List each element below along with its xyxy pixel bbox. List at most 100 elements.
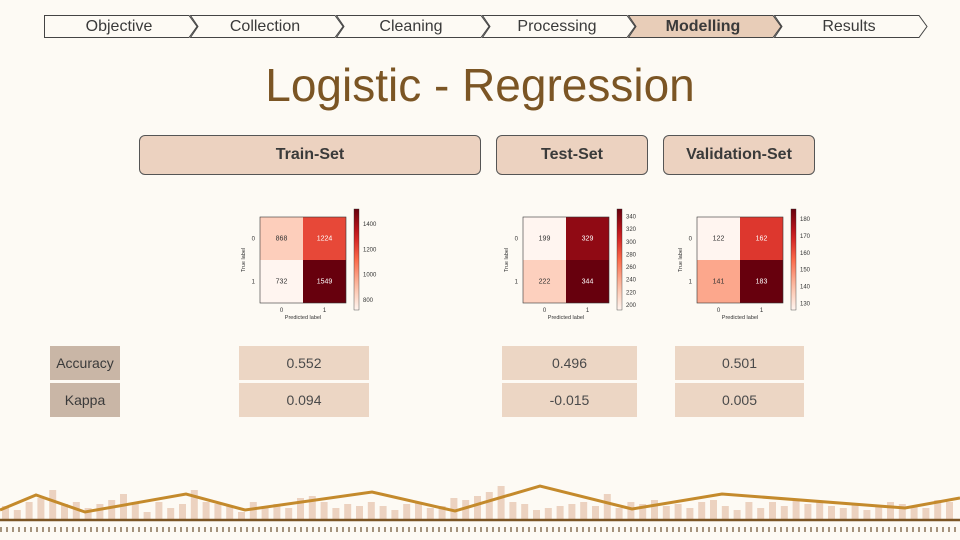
footer-bar [733, 510, 741, 520]
test-confusion-matrix: 199 329 222 344 0 1 0 1 Predicted label True labe… [497, 205, 647, 330]
validation-confusion-matrix: 122 162 141 183 0 1 0 1 Predicted label True labe… [671, 205, 821, 330]
footer-bar [698, 502, 706, 520]
footer-bar [603, 494, 611, 520]
footer-bar [875, 506, 883, 520]
test-accuracy-value: 0.496 [502, 346, 637, 380]
footer-bar [839, 508, 847, 520]
footer-bar [780, 506, 788, 520]
footer-bar [497, 486, 505, 520]
validation-kappa-value: 0.005 [675, 383, 804, 417]
footer-bar [379, 506, 387, 520]
colorbar [790, 208, 797, 311]
accuracy-label: Accuracy [50, 346, 120, 380]
y-tick-label: 1 [689, 280, 693, 286]
validation-accuracy-value: 0.501 [675, 346, 804, 380]
y-tick-label: 1 [515, 280, 519, 286]
footer-bar [143, 512, 151, 520]
footer-bar [485, 492, 493, 520]
step-cleaning[interactable]: Cleaning [336, 15, 496, 38]
footer-bar [120, 494, 127, 520]
footer-bar [615, 508, 623, 520]
step-processing[interactable]: Processing [482, 15, 642, 38]
footer-bar [863, 510, 871, 520]
footer-bar [226, 506, 234, 520]
footer-bar [61, 504, 68, 520]
matrix-cell [303, 217, 346, 260]
footer-bar [320, 502, 328, 520]
cell-value: 329 [582, 236, 594, 243]
footer-bar [249, 502, 257, 520]
footer-bar [367, 502, 375, 520]
x-axis-label: Predicted label [285, 315, 321, 321]
train-kappa-value: 0.094 [239, 383, 369, 417]
footer-bar [297, 498, 304, 520]
cell-value: 344 [582, 279, 594, 286]
train-set-header: Train-Set [139, 135, 481, 175]
footer-bar [332, 508, 340, 520]
colorbar-tick-label: 220 [626, 290, 637, 296]
footer-bar [37, 498, 45, 520]
footer-bar [2, 506, 9, 520]
colorbar-tick-label: 340 [626, 215, 637, 221]
cell-value: 1224 [317, 236, 333, 243]
y-tick-label: 0 [252, 237, 256, 243]
footer-bar [415, 502, 422, 520]
kappa-label: Kappa [50, 383, 120, 417]
footer-bar [946, 502, 953, 520]
colorbar-tick-label: 320 [626, 227, 637, 233]
footer-bar [108, 500, 116, 520]
footer-bar [721, 506, 729, 520]
footer-bar [922, 508, 930, 520]
step-label: Objective [85, 18, 153, 35]
footer-bar [592, 506, 599, 520]
colorbar-tick-label: 260 [626, 265, 637, 271]
colorbar-tick-label: 240 [626, 278, 637, 284]
colorbar-tick-label: 1200 [363, 247, 377, 253]
footer-bar [202, 502, 210, 520]
matrix-cell [697, 260, 740, 303]
colorbar-tick-label: 150 [800, 268, 811, 274]
cell-value: 122 [713, 236, 725, 243]
step-label: Processing [517, 18, 597, 35]
colorbar-tick-label: 130 [800, 301, 811, 307]
cell-value: 183 [756, 279, 768, 286]
footer-bar [344, 504, 352, 520]
footer-bar [474, 496, 481, 520]
step-results[interactable]: Results [774, 15, 934, 38]
footer-bar [662, 506, 670, 520]
step-collection[interactable]: Collection [190, 15, 350, 38]
colorbar-tick-label: 160 [800, 251, 811, 257]
cell-value: 199 [539, 236, 551, 243]
footer-bar [155, 502, 163, 520]
footer-bar [745, 502, 753, 520]
cell-value: 162 [756, 236, 768, 243]
step-modelling[interactable]: Modelling [628, 15, 788, 38]
x-tick-label: 1 [323, 308, 327, 314]
y-tick-label: 1 [252, 280, 256, 286]
matrix-cell [260, 260, 303, 303]
footer-bar [190, 490, 198, 520]
colorbar [616, 208, 623, 311]
x-axis-label: Predicted label [722, 315, 758, 321]
footer-bar [214, 504, 222, 520]
step-label: Collection [229, 18, 301, 35]
footer-bar [308, 496, 316, 520]
footer-bar [910, 506, 918, 520]
step-label: Results [822, 18, 876, 35]
step-objective[interactable]: Objective [44, 15, 204, 38]
page-title: Logistic - Regression [265, 59, 695, 111]
footer-bar [356, 506, 363, 520]
train-accuracy-value: 0.552 [239, 346, 369, 380]
colorbar [353, 208, 360, 311]
footer-bar [580, 502, 588, 520]
footer-bar [544, 508, 552, 520]
cell-value: 222 [539, 279, 551, 286]
footer-bar [49, 490, 57, 520]
footer-bar [285, 508, 293, 520]
footer-bar [84, 508, 92, 520]
footer-bar [639, 504, 647, 520]
footer-bar [96, 504, 104, 520]
footer-decoration [0, 480, 960, 540]
step-label: Cleaning [379, 18, 443, 35]
step-label: Modelling [665, 18, 741, 35]
